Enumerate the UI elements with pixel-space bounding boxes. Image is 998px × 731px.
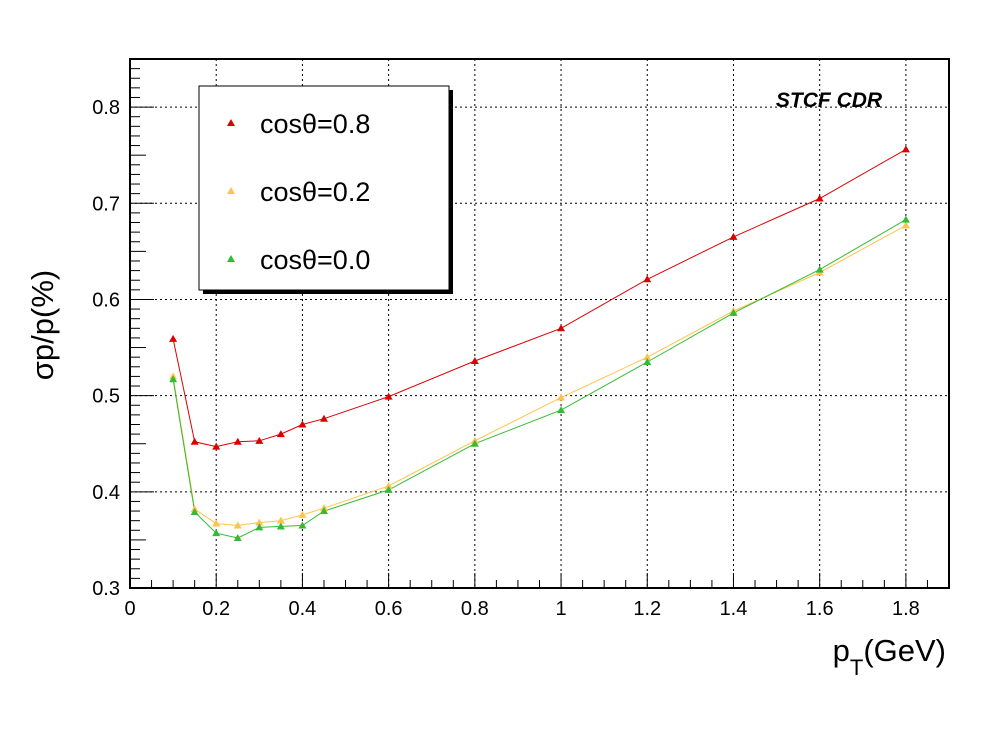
x-tick-label: 0.2 <box>202 598 230 620</box>
series-point <box>901 145 910 153</box>
series-point <box>190 508 199 516</box>
series-point <box>319 414 328 422</box>
series-point <box>384 392 393 400</box>
series-point <box>643 353 652 361</box>
series-point <box>319 507 328 515</box>
series-point <box>901 215 910 223</box>
series-point <box>901 221 910 229</box>
series-point <box>255 518 264 526</box>
series-point <box>276 430 285 438</box>
series-point <box>255 436 264 444</box>
series-point <box>276 522 285 530</box>
y-axis-title: σp/p(%) <box>25 270 60 380</box>
x-tick-label: 1.2 <box>633 598 661 620</box>
legend-marker <box>227 187 235 194</box>
series-point <box>298 420 307 428</box>
series-point <box>169 334 178 342</box>
legend-items: cosθ=0.8 cosθ=0.2 cosθ=0.0 <box>227 109 370 275</box>
x-tick-label: 0.8 <box>461 598 489 620</box>
x-tick-label: 1.8 <box>892 598 920 620</box>
series-point <box>212 519 221 527</box>
y-tick-label: 0.5 <box>92 386 120 408</box>
series-point <box>233 533 242 541</box>
legend-label: cosθ=0.0 <box>260 245 370 275</box>
series-point <box>557 406 566 414</box>
x-tick-label: 1 <box>555 598 566 620</box>
x-axis-title-subscript: T <box>850 655 863 680</box>
y-tick-label: 0.8 <box>92 97 120 119</box>
series-point <box>276 516 285 524</box>
legend-label: cosθ=0.2 <box>260 177 370 207</box>
series-point <box>470 357 479 365</box>
series-point <box>233 437 242 445</box>
x-axis-title-unit: (GeV) <box>863 633 946 668</box>
tick-layer: 0 0.2 0.4 0.6 0.8 1 1.2 1.4 1.6 1.8 0.3 0.4 0.5 0.6 0.… <box>92 68 928 620</box>
x-tick-label: 0 <box>124 598 135 620</box>
y-tick-label: 0.7 <box>92 193 120 215</box>
grid-layer <box>130 59 949 588</box>
series-point <box>815 265 824 273</box>
series-point <box>190 437 199 445</box>
series-point <box>557 393 566 401</box>
series-point <box>255 523 264 531</box>
y-tick-label: 0.6 <box>92 289 120 311</box>
series-point <box>557 324 566 332</box>
series-point <box>729 308 738 316</box>
y-tick-label: 0.4 <box>92 482 120 504</box>
series-layer <box>169 145 910 541</box>
y-tick-label: 0.3 <box>92 578 120 600</box>
series-point <box>815 194 824 202</box>
series-point <box>384 485 393 493</box>
legend-marker <box>227 255 235 262</box>
series-point <box>384 482 393 490</box>
x-tick-label: 1.6 <box>806 598 834 620</box>
legend-box <box>198 85 450 291</box>
legend-label: cosθ=0.8 <box>260 109 370 139</box>
x-axis-title-main: p <box>833 633 850 668</box>
series-point <box>212 529 221 537</box>
series-point <box>212 442 221 450</box>
series-point <box>643 275 652 283</box>
series-point <box>643 357 652 365</box>
x-tick-label: 0.4 <box>289 598 317 620</box>
legend-marker <box>227 119 235 126</box>
series-point <box>298 521 307 529</box>
x-axis-title: pT(GeV) <box>833 633 946 680</box>
x-tick-label: 1.4 <box>720 598 748 620</box>
series-point <box>729 232 738 240</box>
series-point <box>233 521 242 529</box>
series-point <box>169 375 178 383</box>
legend: cosθ=0.8 cosθ=0.2 cosθ=0.0 <box>198 85 453 294</box>
annotation-label: STCF CDR <box>776 89 883 112</box>
x-tick-label: 0.6 <box>375 598 403 620</box>
series-point <box>298 510 307 518</box>
series-point <box>470 439 479 447</box>
